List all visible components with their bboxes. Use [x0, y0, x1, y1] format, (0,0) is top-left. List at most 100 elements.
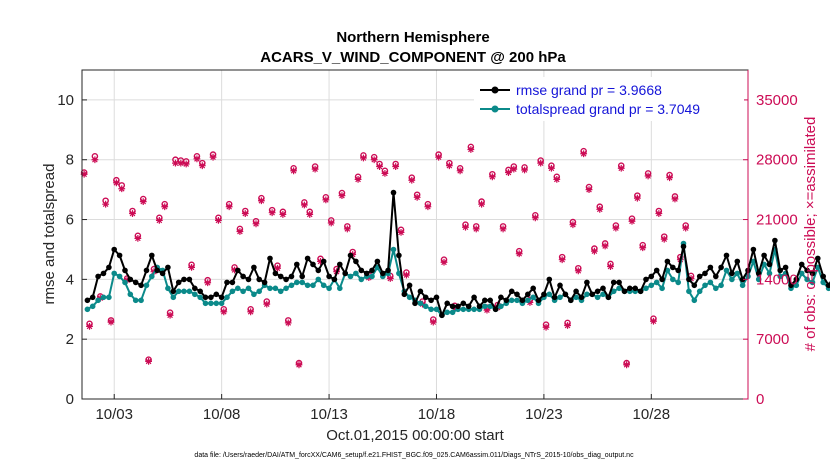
obs-assimilated-point	[633, 194, 641, 202]
totalspread-point	[460, 306, 467, 313]
obs-assimilated-point	[580, 150, 588, 158]
rmse-point	[820, 273, 826, 280]
rmse-point	[208, 294, 214, 301]
totalspread-point	[95, 297, 101, 304]
rmse-point	[235, 267, 241, 274]
totalspread-point	[170, 294, 177, 301]
obs-assimilated-point	[182, 160, 190, 168]
obs-assimilated-point	[236, 228, 244, 235]
totalspread-point	[192, 291, 198, 298]
totalspread-point	[229, 288, 236, 295]
obs-assimilated-point	[295, 361, 303, 369]
obs-assimilated-point	[564, 322, 571, 329]
rmse-point	[347, 252, 354, 259]
totalspread-point	[235, 285, 241, 292]
totalspread-point	[406, 294, 413, 301]
totalspread-point	[718, 282, 724, 289]
obs-assimilated-point	[472, 225, 480, 233]
x-axis-ticks: 10/03 10/08 10/13 10/18 10/23 10/28	[95, 394, 670, 423]
rmse-point	[337, 261, 343, 268]
rmse-point	[653, 267, 660, 274]
rmse-point	[396, 252, 402, 259]
obs-assimilated-point	[478, 200, 485, 208]
left-axis-ticks: 0 2 4 6 8 10	[57, 92, 87, 408]
totalspread-point	[723, 267, 730, 274]
x-tick-label: 10/23	[525, 406, 563, 423]
x-tick-label: 10/03	[95, 406, 133, 423]
y2-tick-label: 28000	[756, 152, 798, 169]
rmse-point	[584, 279, 590, 286]
legend-spread-label: totalspread grand pr = 3.7049	[516, 101, 700, 117]
totalspread-point	[111, 270, 117, 277]
rmse-point	[363, 270, 370, 277]
rmse-point	[315, 267, 322, 274]
rmse-point	[277, 273, 284, 280]
rmse-point	[815, 255, 821, 262]
totalspread-point	[487, 303, 494, 310]
obs-assimilated-point	[386, 275, 394, 282]
totalspread-point	[600, 291, 606, 298]
totalspread-point	[530, 294, 536, 301]
totalspread-point	[315, 276, 322, 283]
rmse-point	[659, 276, 665, 283]
rmse-point	[353, 258, 359, 265]
rmse-point	[605, 294, 612, 301]
rmse-point	[621, 288, 628, 295]
totalspread-point	[143, 282, 150, 289]
rmse-point	[589, 291, 595, 298]
obs-assimilated-point	[322, 196, 330, 204]
rmse-point	[782, 264, 789, 271]
totalspread-point	[175, 288, 182, 295]
x-tick-label: 10/13	[310, 406, 348, 423]
obs-assimilated-point	[129, 210, 136, 217]
rmse-point	[202, 294, 209, 301]
rmse-point	[401, 291, 408, 298]
y-tick-label: 2	[66, 331, 74, 348]
totalspread-point	[766, 270, 773, 277]
totalspread-point	[449, 309, 456, 316]
obs-assimilated-point	[467, 146, 475, 153]
rmse-point	[154, 267, 160, 274]
rmse-point	[122, 267, 128, 274]
obs-assimilated-point	[510, 165, 518, 173]
rmse-point	[267, 255, 273, 262]
totalspread-point	[734, 270, 741, 277]
totalspread-point	[122, 279, 128, 286]
totalspread-point	[310, 282, 316, 289]
totalspread-point	[116, 273, 123, 280]
rmse-point	[455, 303, 461, 310]
rmse-point	[95, 273, 101, 280]
obs-assimilated-point	[198, 162, 206, 170]
rmse-point	[444, 300, 451, 307]
rmse-point	[192, 285, 198, 292]
legend-rmse-marker	[491, 86, 499, 94]
rmse-point	[385, 267, 391, 274]
obs-assimilated-point	[607, 263, 614, 270]
y-tick-label: 4	[66, 271, 74, 288]
obs-assimilated-point	[118, 185, 126, 193]
rmse-point	[304, 255, 311, 262]
totalspread-point	[213, 300, 220, 307]
obs-assimilated-point	[488, 173, 496, 181]
totalspread-point	[106, 294, 112, 301]
obs-assimilated-point	[505, 169, 512, 176]
rmse-point	[616, 279, 622, 286]
y2-tick-label: 0	[756, 391, 764, 408]
totalspread-point	[186, 288, 193, 295]
rmse-point	[825, 282, 830, 289]
rmse-point	[557, 282, 563, 289]
obs-assimilated-point	[537, 159, 545, 167]
rmse-point	[240, 273, 246, 280]
totalspread-point	[100, 294, 107, 301]
obs-assimilated-point	[381, 170, 389, 177]
totalspread-point	[251, 291, 257, 298]
rmse-point	[272, 270, 279, 277]
rmse-point	[245, 276, 252, 283]
obs-assimilated-point	[601, 242, 609, 250]
obs-assimilated-point	[166, 311, 174, 319]
rmse-point	[788, 282, 794, 289]
totalspread-point	[798, 270, 805, 277]
rmse-point	[707, 264, 714, 271]
totalspread-point	[299, 279, 306, 286]
totalspread-point	[514, 297, 520, 304]
